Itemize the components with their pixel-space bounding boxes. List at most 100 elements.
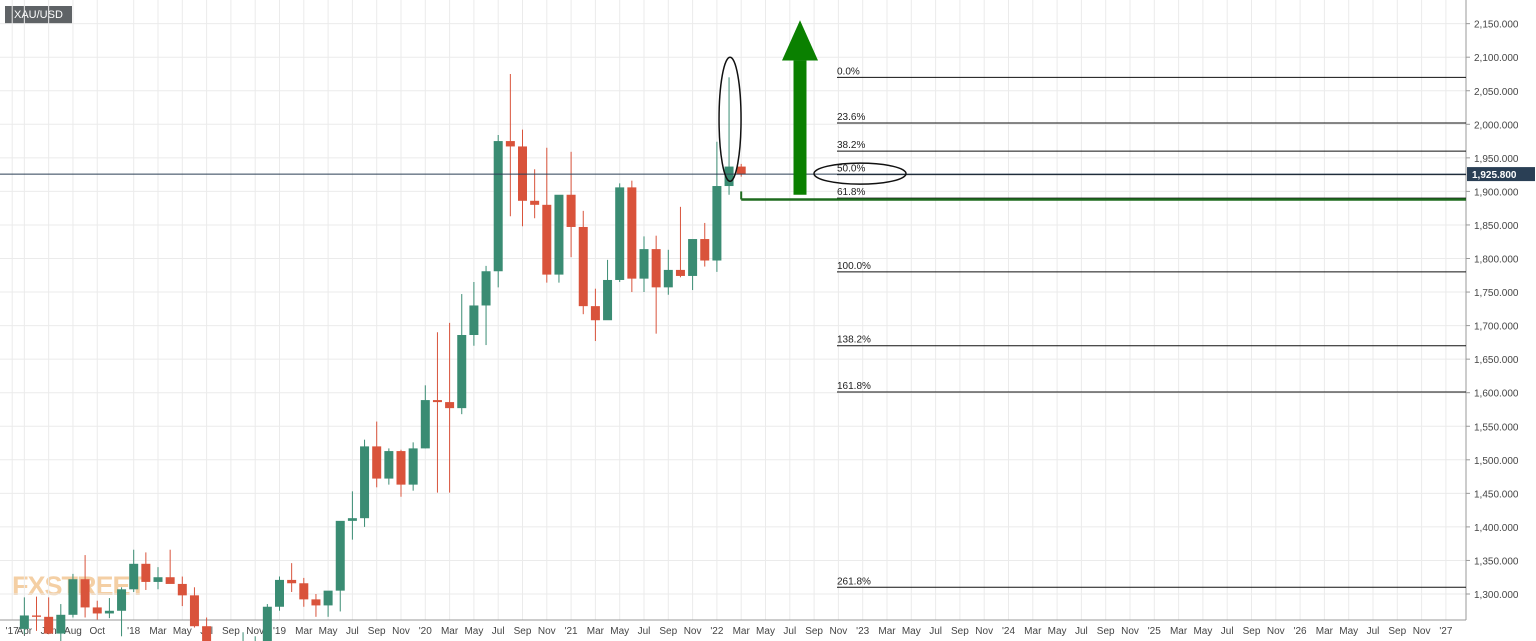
candle-down [32,615,41,617]
time-tick-label: '26 [1294,626,1307,637]
candle-down [675,269,685,276]
fib-50-ellipse [813,162,907,185]
time-tick-label: Jul [783,626,796,637]
price-tick-label: 1,850.000 [1474,221,1519,232]
time-tick-label: May [1193,626,1212,637]
candle-down [590,306,600,321]
time-tick-label: '20 [419,626,432,637]
time-tick-label: Mar [587,626,605,637]
price-tick-label: 1,600.000 [1474,389,1519,400]
candle-up [469,305,479,335]
fib-level-label: 23.6% [837,112,865,123]
candle-down [299,583,309,600]
candle-up [724,166,734,187]
time-tick-label: Nov [975,626,993,637]
price-tick-label: 1,650.000 [1474,355,1519,366]
time-tick-label: May [1048,626,1067,637]
price-tick-label: 2,050.000 [1474,87,1519,98]
time-tick-label: Sep [951,626,969,637]
candle-down [372,446,382,479]
time-tick-label: Mar [441,626,459,637]
price-tick-label: 1,300.000 [1474,590,1519,601]
candle-down [627,187,637,279]
candle-down [92,607,102,614]
time-tick-label: '17 [6,626,19,637]
candle-up [68,579,78,615]
time-tick-label: Nov [684,626,702,637]
price-tick-label: 1,900.000 [1474,187,1519,198]
price-tick-label: 1,750.000 [1474,288,1519,299]
candle-up [104,610,114,614]
time-tick-label: '18 [127,626,140,637]
time-tick-label: Sep [1097,626,1115,637]
time-tick-label: Mar [1024,626,1042,637]
fib-level-label: 100.0% [837,261,871,272]
candle-up [360,446,370,519]
candle-up [347,518,357,521]
candle-up [153,577,163,582]
candle-up [408,448,418,485]
time-tick-label: Sep [805,626,823,637]
candle-up [481,271,491,306]
time-tick-label: Jul [638,626,651,637]
time-tick-label: Mar [295,626,313,637]
fib-level-label: 0.0% [837,66,860,77]
candle-down [505,141,515,147]
time-tick-label: '27 [1439,626,1452,637]
candle-down [530,200,540,205]
up-arrow-head [782,20,818,61]
candle-down [44,616,54,634]
time-tick-label: May [1339,626,1358,637]
time-tick-label: May [756,626,775,637]
price-tick-label: 1,500.000 [1474,456,1519,467]
time-tick-label: Jul [492,626,505,637]
time-tick-label: Sep [659,626,677,637]
time-tick-label: Jul [346,626,359,637]
price-tick-label: 1,950.000 [1474,154,1519,165]
current-price-label: 1,925.800 [1472,170,1517,181]
candle-up [615,187,625,280]
time-tick-label: Nov [392,626,410,637]
candle-down [445,402,455,409]
time-tick-label: Sep [222,626,240,637]
candle-down [165,577,175,584]
candle-up [493,141,503,272]
candle-up [420,400,430,449]
candle-down [189,595,199,627]
candle-up [19,615,29,629]
price-tick-label: 1,400.000 [1474,523,1519,534]
price-tick-label: 2,150.000 [1474,20,1519,31]
price-tick-label: 1,700.000 [1474,322,1519,333]
symbol-badge[interactable]: XAU/USD [5,6,72,24]
candle-down [396,451,406,485]
candle-up [663,269,673,288]
time-tick-label: Sep [1243,626,1261,637]
price-tick-label: 1,550.000 [1474,422,1519,433]
candle-down [542,204,552,275]
candle-up [554,194,564,275]
price-tick-label: 2,000.000 [1474,120,1519,131]
candle-down [80,579,90,608]
candle-up [639,249,649,279]
candle-down [700,239,710,261]
time-tick-label: Jul [929,626,942,637]
time-tick-label: May [464,626,483,637]
fib-level-label: 38.2% [837,140,865,151]
time-tick-label: '23 [856,626,869,637]
time-tick-label: Oct [89,626,105,637]
time-tick-label: Nov [246,626,264,637]
candle-down [578,226,588,307]
time-tick-label: '19 [273,626,286,637]
candle-up [56,614,66,634]
price-tick-label: 1,800.000 [1474,255,1519,266]
time-tick-label: Mar [1170,626,1188,637]
candle-up [688,239,698,276]
watermark-part-a: FXST [12,571,78,601]
time-tick-label: May [319,626,338,637]
time-tick-label: Mar [1316,626,1334,637]
time-tick-label: '25 [1148,626,1161,637]
fib-level-label: 61.8% [837,187,865,198]
candle-down [177,583,187,596]
